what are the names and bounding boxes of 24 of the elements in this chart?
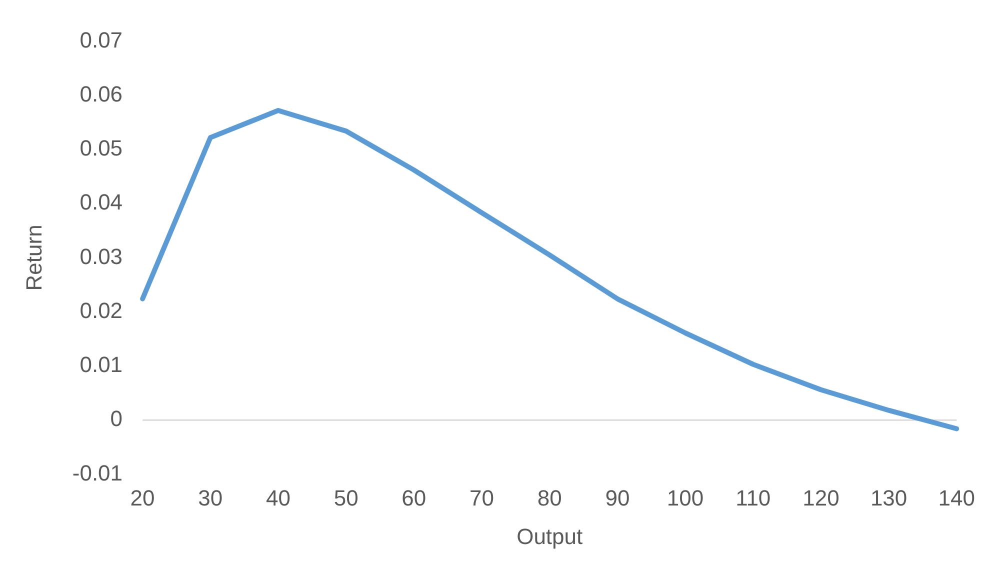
x-tick-label: 20 bbox=[130, 485, 155, 510]
y-tick-label: 0.03 bbox=[80, 244, 123, 269]
x-tick-label: 110 bbox=[736, 485, 771, 510]
x-tick-label: 120 bbox=[802, 485, 840, 510]
x-tick-label: 50 bbox=[334, 485, 358, 510]
x-tick-label: 130 bbox=[870, 485, 908, 510]
y-tick-label: 0.06 bbox=[80, 81, 123, 106]
y-tick-label: 0.07 bbox=[80, 27, 123, 52]
y-tick-label: 0.02 bbox=[80, 298, 123, 323]
y-tick-label: 0 bbox=[110, 406, 123, 432]
x-tick-label: 100 bbox=[666, 485, 704, 510]
x-tick-label: 70 bbox=[470, 485, 494, 510]
x-tick-label: 40 bbox=[266, 485, 290, 510]
y-tick-label: 0.04 bbox=[80, 190, 123, 215]
y-tick-label: -0.01 bbox=[72, 460, 123, 486]
y-axis-title: Return bbox=[21, 224, 46, 291]
y-tick-label: 0.05 bbox=[80, 136, 123, 161]
x-tick-label: 90 bbox=[605, 485, 630, 510]
x-axis-title: Output bbox=[516, 524, 583, 549]
x-tick-label: 80 bbox=[537, 485, 562, 510]
x-tick-label: 30 bbox=[198, 485, 223, 510]
x-tick-label: 140 bbox=[938, 485, 976, 510]
x-tick-label: 60 bbox=[402, 485, 426, 510]
y-tick-label: 0.01 bbox=[80, 352, 123, 378]
